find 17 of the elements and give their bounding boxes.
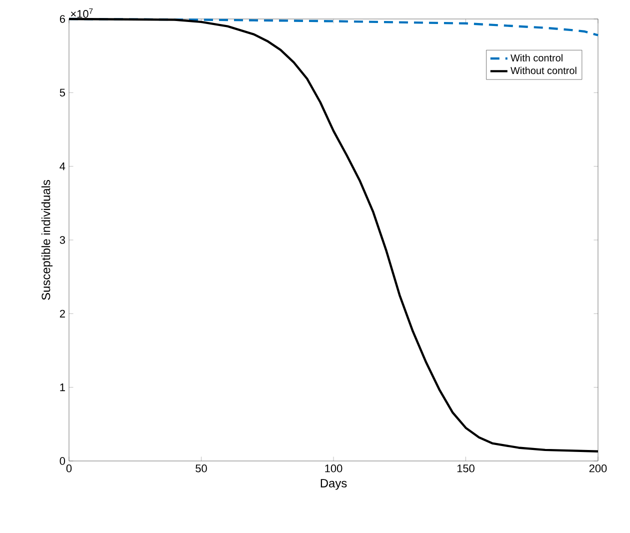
x-tick-label: 150 xyxy=(457,464,474,472)
y-tick-label: 1 xyxy=(60,384,65,392)
text: ×10$^{7}$ xyxy=(70,8,93,18)
y-tick-label: 3 xyxy=(60,236,65,244)
x-tick-label: 0 xyxy=(66,464,72,472)
y-tick-label: 0 xyxy=(60,457,66,465)
y-tick-label: 4 xyxy=(60,162,66,170)
y-tick-label: 2 xyxy=(60,310,65,318)
x-tick-label: 100 xyxy=(325,464,342,472)
y-tick-label: 5 xyxy=(60,88,66,96)
x-tick-label: 200 xyxy=(589,464,607,472)
legend-label: Without control xyxy=(510,66,576,74)
legend-label: With control xyxy=(510,54,562,62)
y-axis-title: Susceptible individuals xyxy=(41,180,53,300)
x-axis-title: Days xyxy=(320,479,347,490)
y-tick-label: 6 xyxy=(60,15,65,23)
x-tick-label: 50 xyxy=(196,464,207,472)
